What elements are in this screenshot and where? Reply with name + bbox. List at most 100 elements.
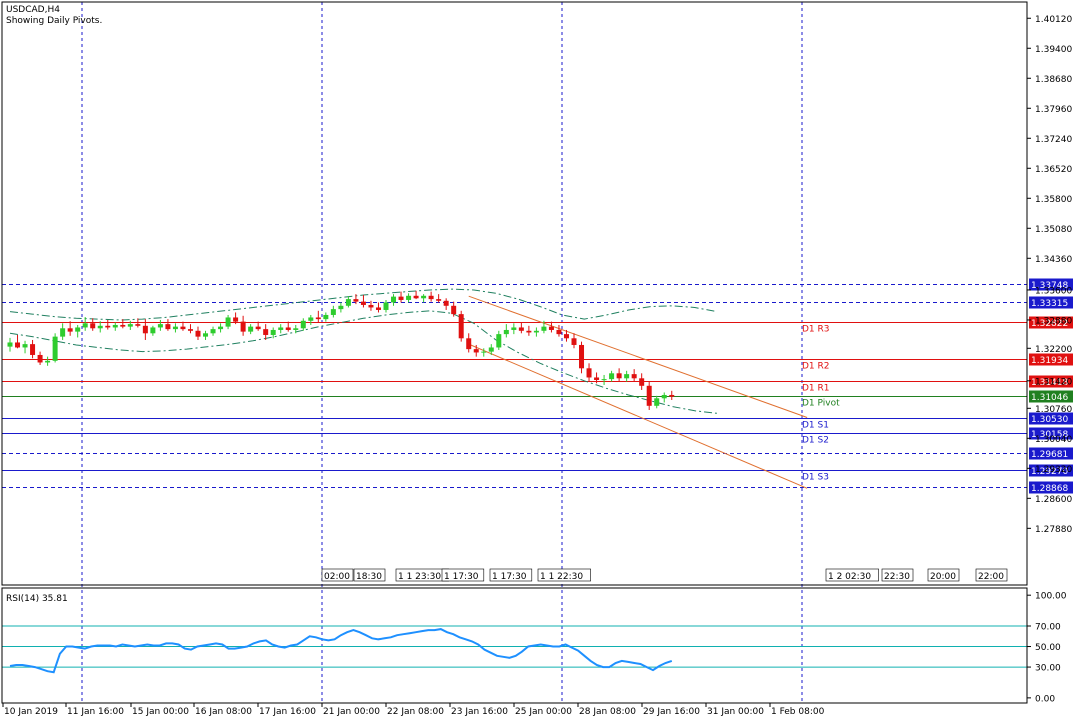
candle-body xyxy=(646,385,652,406)
candle-body xyxy=(488,347,494,352)
candle-body xyxy=(360,301,366,305)
candle-body xyxy=(421,295,427,299)
pivot-level-label: D1 R3 xyxy=(802,325,830,335)
candle-body xyxy=(75,327,81,332)
rsi-title: RSI(14) 35.81 xyxy=(6,594,68,604)
candle-body xyxy=(330,309,336,315)
candle-body xyxy=(157,324,163,328)
x-axis-tick-label: 11 Jan 16:00 xyxy=(67,707,124,717)
candle-body xyxy=(7,342,13,347)
session-label: 1 2 02:30 xyxy=(828,572,871,582)
candle-body xyxy=(548,326,554,330)
session-label-box xyxy=(927,568,960,582)
candle-body xyxy=(60,328,66,337)
session-label: 22:30 xyxy=(884,572,910,582)
session-label: 1 1 22:30 xyxy=(540,572,583,582)
y-axis-tick-label: 1.36520 xyxy=(1035,165,1072,175)
candle-body xyxy=(278,327,284,330)
session-label-box xyxy=(321,568,354,582)
pivot-level-label: D1 S3 xyxy=(802,473,829,483)
candle-body xyxy=(225,317,231,327)
candle-body xyxy=(345,299,351,306)
candle-body xyxy=(609,373,615,380)
main-pane-frame xyxy=(1,1,1028,586)
candle-body xyxy=(22,344,28,348)
trend-channel-upper xyxy=(468,295,808,418)
rsi-axis-tick-label: 0.00 xyxy=(1035,694,1055,704)
candle-body xyxy=(300,320,306,329)
price-level-tag xyxy=(1029,375,1073,388)
price-level-tag xyxy=(1029,481,1073,494)
chart-symbol-title: USDCAD,H4 xyxy=(6,5,60,15)
candle-body xyxy=(451,305,457,315)
y-axis-tick-label: 1.28600 xyxy=(1035,495,1072,505)
y-axis-tick-label: 1.39400 xyxy=(1035,45,1072,55)
candle-body xyxy=(398,296,404,300)
session-label-box xyxy=(881,568,914,582)
price-level-tag xyxy=(1029,447,1073,460)
candle-body xyxy=(594,377,600,380)
candle-body xyxy=(466,338,472,350)
y-axis-tick-label: 1.35800 xyxy=(1035,195,1072,205)
session-label: 18:30 xyxy=(356,572,382,582)
y-axis-tick-label: 1.32880 xyxy=(1035,316,1072,326)
candle-body xyxy=(135,324,141,326)
candle-body xyxy=(661,394,667,399)
x-axis-tick-label: 22 Jan 08:00 xyxy=(387,707,444,717)
rsi-axis-tick-label: 100.00 xyxy=(1035,592,1067,602)
session-label: 1 17:30 xyxy=(492,572,527,582)
candle-body xyxy=(180,326,186,330)
candles-layer xyxy=(7,290,675,410)
y-axis-tick-label: 1.30040 xyxy=(1035,435,1072,445)
candle-body xyxy=(210,329,216,334)
price-level-tag-text: 1.33315 xyxy=(1031,299,1068,309)
candle-body xyxy=(142,325,148,334)
candle-body xyxy=(473,349,479,353)
candle-body xyxy=(639,378,645,386)
pivot-level-label: D1 S1 xyxy=(802,421,829,431)
y-axis-tick-label: 1.38680 xyxy=(1035,75,1072,85)
price-level-tag-text: 1.31418 xyxy=(1031,378,1068,388)
candle-body xyxy=(67,328,73,332)
price-level-tag xyxy=(1029,278,1073,291)
candle-body xyxy=(413,295,419,299)
session-label-box xyxy=(825,568,879,582)
candle-body xyxy=(338,305,344,310)
envelope-lower-line xyxy=(9,310,717,414)
session-label: 1 1 23:30 xyxy=(398,572,441,582)
candle-body xyxy=(436,299,442,301)
candle-body xyxy=(669,394,675,397)
price-level-tag xyxy=(1029,296,1073,309)
x-axis-tick-label: 28 Jan 08:00 xyxy=(579,707,636,717)
y-axis-tick-label: 1.37240 xyxy=(1035,135,1072,145)
price-level-tag xyxy=(1029,464,1073,477)
rsi-line xyxy=(9,628,673,674)
candle-body xyxy=(203,333,209,337)
session-label-box xyxy=(489,568,533,582)
session-label-box xyxy=(441,568,485,582)
candle-body xyxy=(263,329,269,335)
candle-body xyxy=(127,324,133,327)
session-label-box xyxy=(353,568,386,582)
candle-body xyxy=(654,398,660,406)
candle-body xyxy=(255,326,261,330)
price-level-tag-text: 1.33748 xyxy=(1031,281,1068,291)
y-axis-tick-label: 1.29320 xyxy=(1035,465,1072,475)
y-axis-tick-label: 1.34360 xyxy=(1035,255,1072,265)
price-level-tag xyxy=(1029,390,1073,403)
candle-body xyxy=(315,317,321,320)
pivot-level-label: D1 R2 xyxy=(802,362,830,372)
candle-body xyxy=(586,368,592,378)
x-axis-tick-label: 17 Jan 16:00 xyxy=(259,707,316,717)
candle-body xyxy=(616,373,622,379)
y-axis-tick-label: 1.30760 xyxy=(1035,405,1072,415)
candle-body xyxy=(112,324,118,328)
price-level-tag-text: 1.29270 xyxy=(1031,467,1068,477)
candle-body xyxy=(323,314,329,320)
candle-body xyxy=(165,324,171,330)
candle-body xyxy=(30,344,36,355)
candle-body xyxy=(120,324,126,327)
